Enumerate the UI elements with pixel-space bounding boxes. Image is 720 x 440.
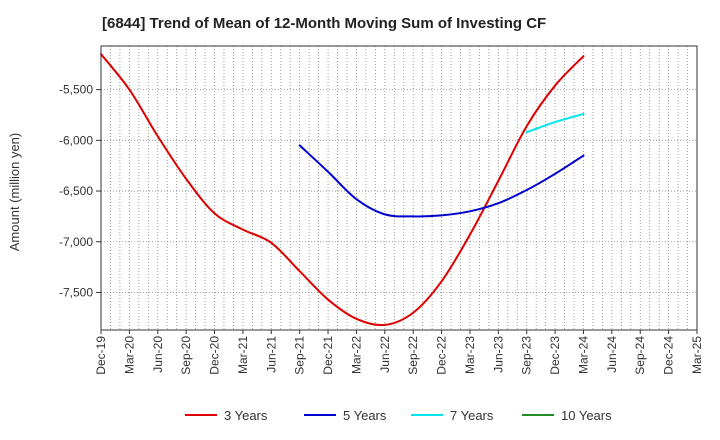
- legend-label-7-years: 7 Years: [450, 408, 494, 423]
- x-tick-label: Dec-24: [662, 336, 676, 375]
- legend: 3 Years 5 Years 7 Years 10 Years: [185, 408, 612, 423]
- x-tick-label: Mar-22: [349, 336, 363, 374]
- x-tick-label: Jun-22: [378, 336, 392, 373]
- x-tick-label: Sep-22: [406, 336, 420, 375]
- series-layer: [100, 53, 585, 327]
- y-axis: -5,500 -6,000 -6,500 -7,000 -7,500: [59, 83, 101, 299]
- y-tick-label: -7,000: [59, 235, 93, 249]
- x-tick-label: Dec-23: [548, 336, 562, 375]
- x-tick-label: Sep-24: [633, 336, 647, 375]
- x-tick-label: Dec-22: [435, 336, 449, 375]
- x-tick-label: Jun-24: [605, 336, 619, 373]
- x-tick-label: Sep-23: [520, 336, 534, 375]
- y-tick-label: -5,500: [59, 83, 93, 97]
- legend-label-5-years: 5 Years: [343, 408, 387, 423]
- x-tick-label: Mar-23: [463, 336, 477, 374]
- x-tick-label: Sep-21: [293, 336, 307, 375]
- x-tick-label: Jun-20: [151, 336, 165, 373]
- y-tick-label: -6,000: [59, 133, 93, 147]
- series-line-7-years: [525, 112, 585, 134]
- legend-label-10-years: 10 Years: [561, 408, 612, 423]
- legend-label-3-years: 3 Years: [224, 408, 268, 423]
- x-tick-label: Dec-19: [94, 336, 108, 375]
- x-tick-label: Sep-20: [179, 336, 193, 375]
- plot-frame: [100, 45, 698, 331]
- x-tick-label: Dec-21: [321, 336, 335, 375]
- chart-title: [6844] Trend of Mean of 12-Month Moving …: [102, 15, 546, 32]
- y-axis-label: Amount (million yen): [7, 133, 22, 252]
- grid: [101, 46, 697, 330]
- x-tick-label: Mar-20: [122, 336, 136, 374]
- series-line-3-years: [100, 53, 585, 327]
- x-tick-label: Jun-21: [264, 336, 278, 373]
- x-tick-label: Mar-24: [576, 336, 590, 374]
- x-tick-label: Mar-21: [236, 336, 250, 374]
- x-tick-label: Mar-25: [690, 336, 704, 374]
- x-tick-label: Dec-20: [208, 336, 222, 375]
- y-tick-label: -7,500: [59, 285, 93, 299]
- y-tick-label: -6,500: [59, 184, 93, 198]
- series-line-5-years: [298, 144, 585, 218]
- x-tick-label: Jun-23: [491, 336, 505, 373]
- x-axis: Dec-19 Mar-20 Jun-20 Sep-20 Dec-20 Mar-21 Jun-…: [94, 330, 704, 375]
